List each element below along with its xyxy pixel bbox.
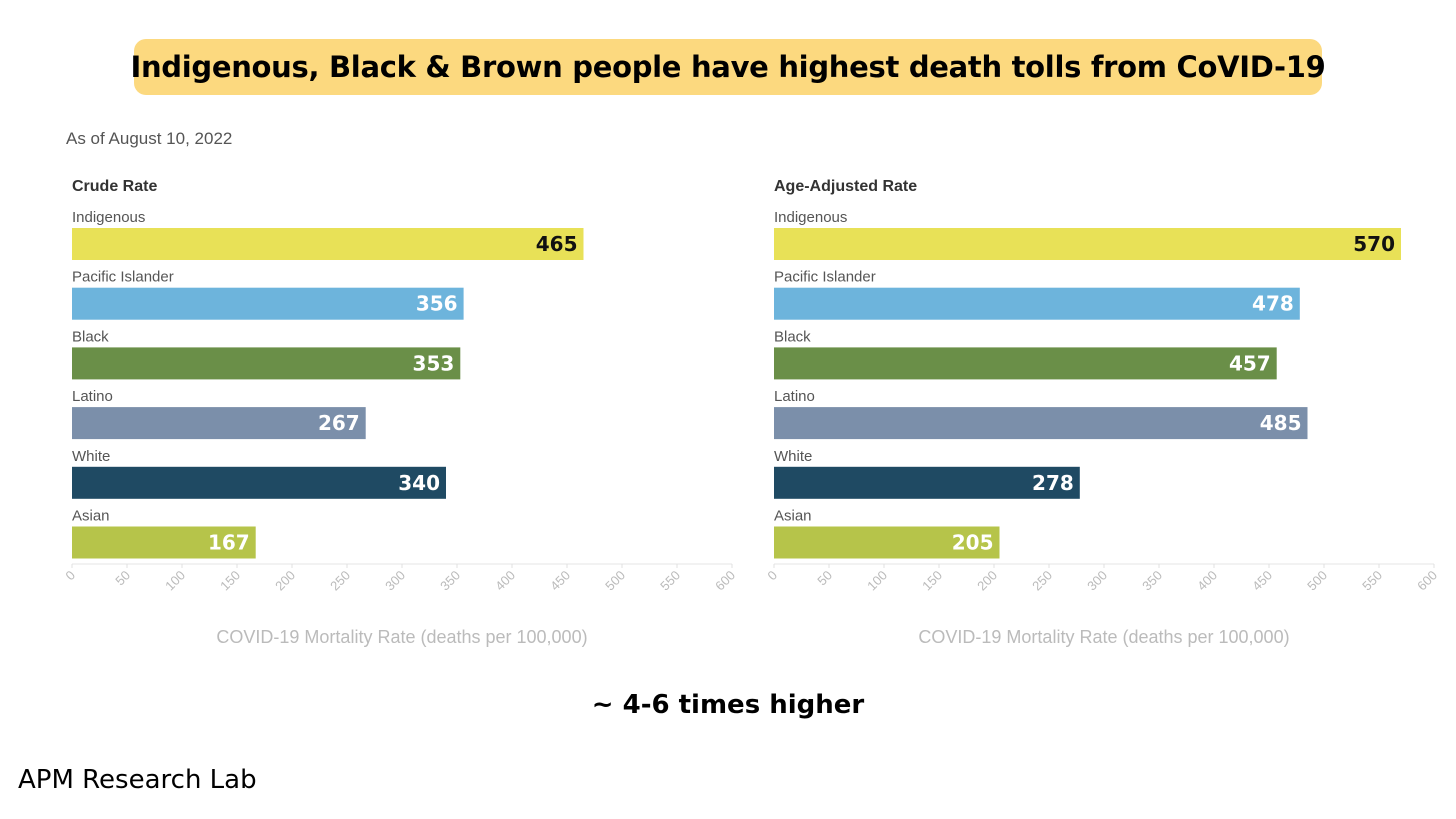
x-axis-title: COVID-19 Mortality Rate (deaths per 100,… [918,627,1289,647]
bar [72,228,584,260]
category-label: Asian [774,508,812,525]
x-tick-label: 250 [327,568,353,594]
category-label: White [72,448,110,465]
category-label: Latino [72,388,113,405]
bar [774,347,1277,380]
x-tick-label: 500 [1304,568,1330,594]
bar-value-label: 485 [1260,411,1302,435]
category-label: Black [72,328,109,345]
crude-rate-chart: Crude Rate Indigenous 465 Pacific Islander 3… [60,170,780,660]
x-tick-label: 400 [1194,568,1220,594]
x-tick-label: 550 [1359,568,1385,594]
bar [774,287,1300,320]
x-tick-label: 600 [712,568,738,594]
x-tick-label: 550 [657,568,683,594]
category-label: Latino [774,388,815,405]
x-tick-label: 350 [1139,568,1165,594]
x-tick-label: 0 [62,568,78,584]
headline-banner: Indigenous, Black & Brown people have hi… [130,39,1326,95]
chart-title: Crude Rate [72,178,157,195]
x-tick-label: 150 [217,568,243,594]
x-tick-label: 200 [272,568,298,594]
bar-value-label: 465 [536,232,578,256]
x-tick-label: 0 [764,568,780,584]
x-tick-label: 50 [112,568,133,589]
bar [72,347,461,380]
category-label: Pacific Islander [774,269,876,286]
x-tick-label: 500 [602,568,628,594]
bar [72,287,464,320]
bar-value-label: 353 [413,351,455,375]
category-label: Pacific Islander [72,269,174,286]
age-adjusted-rate-chart: Age-Adjusted Rate Indigenous 570 Pacific Is… [762,170,1456,660]
as-of-date: As of August 10, 2022 [66,129,233,148]
x-tick-label: 600 [1414,568,1440,594]
bar [72,526,256,559]
bar-value-label: 340 [398,471,440,495]
x-axis-title: COVID-19 Mortality Rate (deaths per 100,… [216,627,587,647]
bar [72,407,366,440]
x-tick-label: 300 [1084,568,1110,594]
crude-rate-svg: Crude Rate Indigenous 465 Pacific Islander 3… [62,178,738,647]
bar [774,228,1401,260]
bar-value-label: 205 [952,531,994,555]
x-tick-label: 450 [1249,568,1275,594]
x-tick-label: 50 [814,568,835,589]
category-label: Indigenous [774,209,847,226]
bar-value-label: 570 [1353,232,1395,256]
chart-title: Age-Adjusted Rate [774,178,917,195]
bar-value-label: 478 [1252,292,1294,316]
source-credit: APM Research Lab [18,765,257,795]
category-label: Indigenous [72,209,145,226]
bar [774,407,1308,440]
x-tick-label: 100 [864,568,890,594]
category-label: Asian [72,508,110,525]
x-tick-label: 400 [492,568,518,594]
x-tick-label: 250 [1029,568,1055,594]
bar [774,466,1080,499]
age-adjusted-rate-svg: Age-Adjusted Rate Indigenous 570 Pacific Is… [764,178,1440,647]
bar-value-label: 356 [416,292,458,316]
x-tick-label: 200 [974,568,1000,594]
comparison-note: ~ 4-6 times higher [591,690,865,720]
category-label: White [774,448,812,465]
category-label: Black [774,328,811,345]
x-tick-label: 350 [437,568,463,594]
bar [72,466,446,499]
x-tick-label: 300 [382,568,408,594]
bar-value-label: 457 [1229,351,1271,375]
x-tick-label: 450 [547,568,573,594]
bar-value-label: 278 [1032,471,1074,495]
x-tick-label: 150 [919,568,945,594]
bar [774,526,1000,559]
x-tick-label: 100 [162,568,188,594]
bar-value-label: 267 [318,411,360,435]
bar-value-label: 167 [208,531,250,555]
